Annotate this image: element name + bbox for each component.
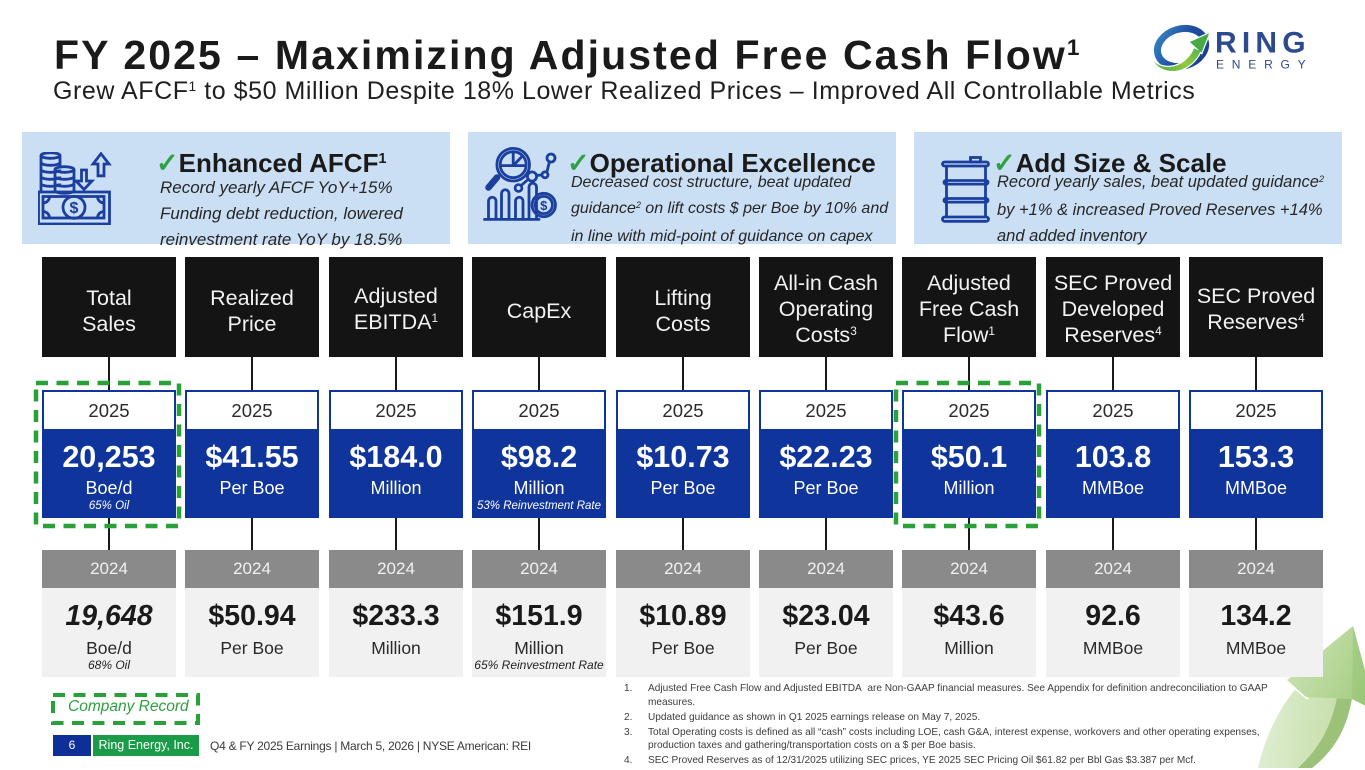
svg-text:$: $ [540, 198, 548, 213]
svg-text:$: $ [70, 200, 79, 217]
svg-text:RING: RING [1215, 27, 1311, 60]
svg-text:ENERGY: ENERGY [1216, 58, 1313, 72]
